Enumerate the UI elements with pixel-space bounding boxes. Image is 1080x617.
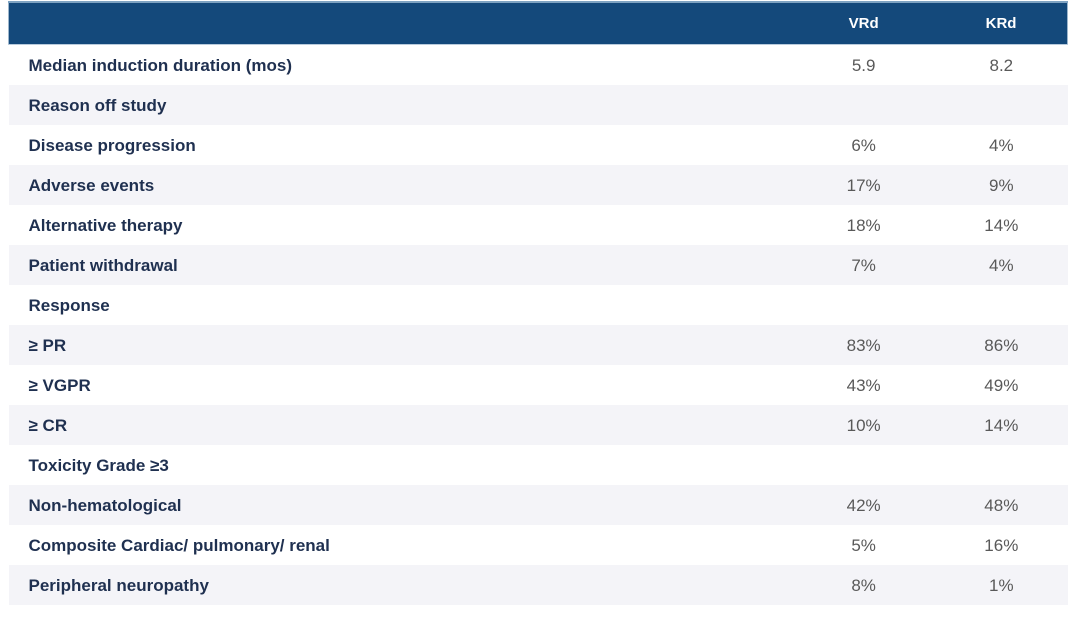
krd-value: [935, 85, 1067, 125]
row-label: Reason off study: [28, 95, 167, 115]
krd-value: [935, 285, 1067, 325]
row-label: Disease progression: [28, 135, 196, 155]
vrd-value: 42%: [846, 495, 881, 515]
krd-value: 8.2: [989, 55, 1014, 75]
outcomes-comparison-table: VRd KRd Median induction duration (mos) …: [8, 1, 1069, 605]
krd-value: 48%: [984, 495, 1019, 515]
row-label: Composite Cardiac/ pulmonary/ renal: [28, 535, 330, 555]
row-label: ≥ PR: [28, 335, 67, 355]
table-row: Non-hematological 42% 48%: [8, 485, 1068, 525]
table-row: Peripheral neuropathy 8% 1%: [8, 565, 1068, 605]
vrd-value: 10%: [846, 415, 881, 435]
table-row: Patient withdrawal 7% 4%: [8, 245, 1068, 285]
row-label: Peripheral neuropathy: [28, 575, 209, 595]
table-row: ≥ VGPR 43% 49%: [8, 365, 1068, 405]
row-label: Adverse events: [28, 175, 155, 195]
vrd-value: 83%: [846, 335, 881, 355]
vrd-value: 7%: [851, 255, 876, 275]
table-row: Composite Cardiac/ pulmonary/ renal 5% 1…: [8, 525, 1068, 565]
row-label: Alternative therapy: [28, 215, 183, 235]
vrd-value: 17%: [846, 175, 881, 195]
table-row: ≥ PR 83% 86%: [8, 325, 1068, 365]
vrd-value: [792, 285, 935, 325]
column-header-vrd: VRd: [792, 1, 936, 45]
table-row-section: Response: [8, 285, 1068, 325]
row-label: Toxicity Grade ≥3: [28, 455, 169, 475]
krd-value: [935, 445, 1067, 485]
row-label: Patient withdrawal: [28, 255, 178, 275]
vrd-value: 5.9: [851, 55, 876, 75]
column-header-krd: KRd: [935, 1, 1069, 45]
outcomes-comparison-table-container: VRd KRd Median induction duration (mos) …: [8, 1, 1069, 605]
vrd-value: 18%: [846, 215, 881, 235]
row-label: ≥ VGPR: [28, 375, 91, 395]
krd-value: 4%: [989, 255, 1014, 275]
krd-value: 4%: [989, 135, 1014, 155]
table-row: ≥ CR 10% 14%: [8, 405, 1068, 445]
row-label: ≥ CR: [28, 415, 68, 435]
vrd-value: 43%: [846, 375, 881, 395]
krd-value: 1%: [989, 575, 1014, 595]
vrd-value: 8%: [851, 575, 876, 595]
vrd-value: 5%: [851, 535, 876, 555]
vrd-value: [792, 445, 935, 485]
vrd-value: [792, 85, 935, 125]
vrd-value: 6%: [851, 135, 876, 155]
row-label: Non-hematological: [28, 495, 182, 515]
table-row-section: Toxicity Grade ≥3: [8, 445, 1068, 485]
column-header-empty: [8, 1, 793, 45]
krd-value: 16%: [984, 535, 1019, 555]
table-row: Disease progression 6% 4%: [8, 125, 1068, 165]
table-row-section: Reason off study: [8, 85, 1068, 125]
krd-value: 86%: [984, 335, 1019, 355]
krd-value: 14%: [984, 215, 1019, 235]
table-row: Alternative therapy 18% 14%: [8, 205, 1068, 245]
row-label: Response: [28, 295, 110, 315]
row-label: Median induction duration (mos): [28, 55, 292, 75]
table-row: Adverse events 17% 9%: [8, 165, 1068, 205]
krd-value: 14%: [984, 415, 1019, 435]
krd-value: 9%: [989, 175, 1014, 195]
krd-value: 49%: [984, 375, 1019, 395]
table-row: Median induction duration (mos) 5.9 8.2: [8, 44, 1068, 85]
header-row: VRd KRd: [8, 1, 1069, 45]
